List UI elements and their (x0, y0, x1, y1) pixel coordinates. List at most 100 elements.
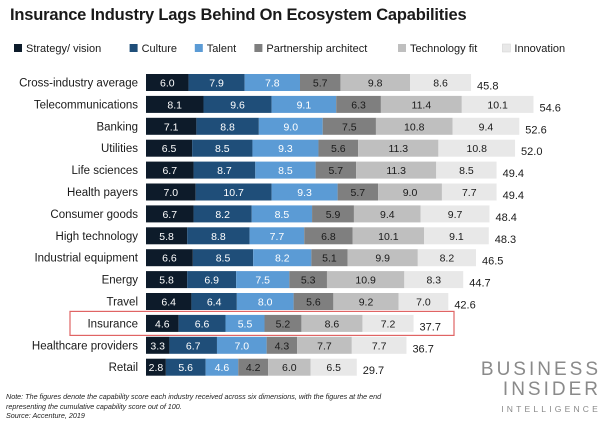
data-label-high-technology-strategy-vision: 5.8 (159, 231, 174, 243)
bar-industrial-equipment-talent (253, 249, 312, 267)
bar-consumer-goods-innovation (420, 205, 490, 223)
data-label-utilities-technology-fit: 11.3 (388, 143, 408, 155)
data-label-life-sciences-technology-fit: 11.3 (386, 165, 406, 177)
data-label-healthcare-providers-strategy-vision: 3.3 (150, 340, 165, 352)
data-label-insurance-talent: 5.5 (238, 318, 253, 330)
data-label-health-payers-partnership-architect: 5.7 (351, 187, 366, 199)
bar-cross-industry-average-partnership-architect (300, 74, 341, 91)
data-label-life-sciences-strategy-vision: 6.7 (162, 165, 177, 177)
bar-energy-talent (236, 271, 290, 289)
data-label-insurance-innovation: 7.2 (381, 318, 396, 330)
bar-telecommunications-innovation (461, 95, 534, 113)
data-label-banking-technology-fit: 10.8 (404, 121, 425, 133)
total-label-telecommunications: 54.6 (539, 102, 560, 114)
bar-travel-strategy-vision (146, 293, 192, 310)
bar-healthcare-providers-talent (216, 336, 267, 354)
bar-utilities-partnership-architect (318, 139, 359, 157)
data-label-cross-industry-average-technology-fit: 9.8 (368, 78, 383, 90)
data-label-retail-innovation: 6.5 (326, 362, 341, 374)
data-label-insurance-strategy-vision: 4.6 (155, 318, 170, 330)
data-label-travel-partnership-architect: 5.6 (306, 297, 321, 309)
bar-energy-innovation (404, 271, 464, 289)
bar-life-sciences-innovation (436, 161, 497, 179)
bar-banking-partnership-architect (322, 117, 376, 135)
data-label-retail-technology-fit: 6.0 (282, 362, 297, 374)
data-label-travel-talent: 8.0 (258, 297, 273, 309)
bar-cross-industry-average-innovation (410, 74, 472, 91)
bar-utilities-technology-fit (358, 139, 439, 157)
bar-utilities-talent (252, 139, 319, 157)
total-label-healthcare-providers: 36.7 (412, 343, 433, 355)
data-label-health-payers-technology-fit: 9.0 (403, 187, 418, 199)
category-label-utilities: Utilities (101, 143, 138, 155)
data-label-healthcare-providers-innovation: 7.7 (372, 340, 387, 352)
bar-consumer-goods-culture (193, 205, 252, 223)
bar-telecommunications-talent (271, 95, 337, 113)
category-label-insurance: Insurance (87, 318, 138, 330)
data-label-telecommunications-culture: 9.6 (230, 99, 245, 111)
data-label-banking-culture: 8.8 (220, 121, 235, 133)
total-label-travel: 42.6 (454, 300, 475, 312)
data-label-industrial-equipment-talent: 8.2 (275, 253, 290, 265)
bar-travel-culture (191, 293, 237, 310)
data-label-healthcare-providers-technology-fit: 7.7 (317, 340, 332, 352)
bar-insurance-culture (178, 314, 226, 332)
data-label-telecommunications-technology-fit: 11.4 (412, 99, 432, 111)
bar-energy-culture (187, 271, 237, 289)
data-label-telecommunications-strategy-vision: 8.1 (167, 99, 182, 111)
total-label-utilities: 52.0 (521, 146, 542, 158)
bar-health-payers-talent (271, 183, 338, 201)
category-label-consumer-goods: Consumer goods (50, 209, 138, 221)
data-label-energy-strategy-vision: 5.8 (159, 275, 174, 287)
data-label-banking-partnership-architect: 7.5 (342, 121, 357, 133)
bar-life-sciences-talent (255, 161, 316, 179)
bar-healthcare-providers-culture (169, 336, 217, 354)
data-label-utilities-partnership-architect: 5.6 (331, 143, 346, 155)
data-label-life-sciences-innovation: 8.5 (459, 165, 474, 177)
bar-telecommunications-strategy-vision (146, 95, 204, 113)
bar-utilities-strategy-vision (146, 139, 193, 157)
bar-health-payers-innovation (441, 183, 497, 201)
data-label-banking-talent: 9.0 (283, 121, 298, 133)
data-label-cross-industry-average-strategy-vision: 6.0 (160, 78, 175, 90)
data-label-high-technology-partnership-architect: 6.8 (321, 231, 336, 243)
data-label-insurance-partnership-architect: 5.2 (276, 318, 291, 330)
data-label-high-technology-talent: 7.7 (270, 231, 285, 243)
legend-label-talent: Talent (207, 43, 236, 55)
data-label-retail-strategy-vision: 2.8 (149, 362, 164, 374)
bar-cross-industry-average-strategy-vision (146, 74, 189, 91)
data-label-telecommunications-innovation: 10.1 (487, 99, 508, 111)
data-label-life-sciences-culture: 8.7 (217, 165, 232, 177)
data-label-healthcare-providers-partnership-architect: 4.3 (275, 340, 290, 352)
logo-line-business: BUSINESS (480, 359, 601, 380)
bar-banking-innovation (452, 117, 520, 135)
data-label-banking-innovation: 9.4 (479, 121, 494, 133)
bar-utilities-innovation (438, 139, 516, 157)
category-label-healthcare-providers: Healthcare providers (32, 340, 138, 352)
bar-high-technology-innovation (424, 227, 489, 245)
bar-energy-strategy-vision (146, 271, 188, 289)
bar-life-sciences-partnership-architect (315, 161, 357, 179)
legend-label-partnership-architect: Partnership architect (266, 43, 367, 55)
category-label-life-sciences: Life sciences (72, 165, 139, 177)
data-label-consumer-goods-technology-fit: 9.4 (380, 209, 395, 221)
bar-banking-culture (196, 117, 259, 135)
bar-high-technology-strategy-vision (146, 227, 188, 245)
data-label-life-sciences-talent: 8.5 (278, 165, 293, 177)
data-label-travel-culture: 6.4 (207, 297, 222, 309)
bar-travel-technology-fit (333, 293, 399, 310)
total-label-cross-industry-average: 45.8 (477, 81, 498, 93)
bar-health-payers-culture (195, 183, 272, 201)
bar-retail-technology-fit (268, 358, 311, 376)
bar-cross-industry-average-culture (188, 74, 245, 91)
bar-consumer-goods-partnership-architect (312, 205, 354, 223)
data-label-energy-innovation: 8.3 (426, 275, 441, 287)
data-label-insurance-culture: 6.6 (195, 318, 210, 330)
data-label-retail-talent: 4.6 (215, 362, 230, 374)
legend-label-culture: Culture (142, 43, 177, 55)
bar-healthcare-providers-partnership-architect (266, 336, 298, 354)
data-label-health-payers-talent: 9.3 (297, 187, 312, 199)
highlight-box-insurance (69, 310, 455, 336)
logo-line-insider: INSIDER (502, 379, 601, 400)
